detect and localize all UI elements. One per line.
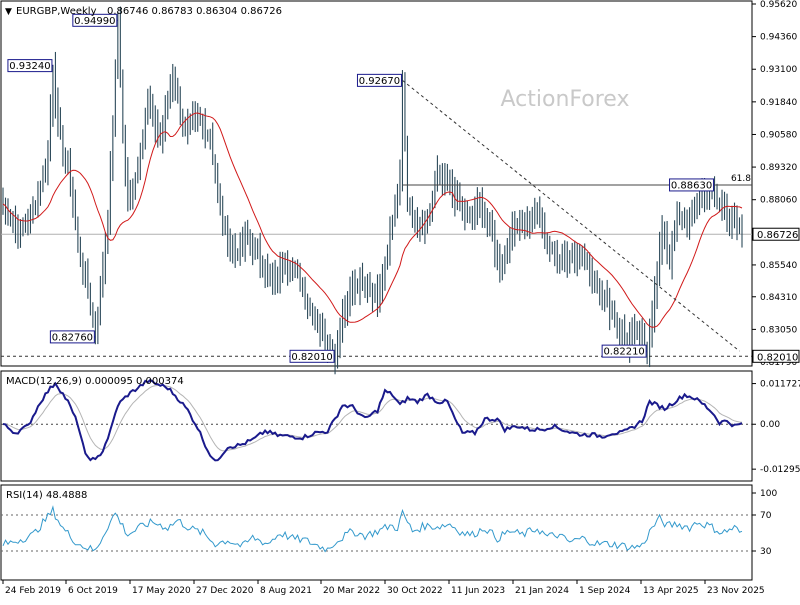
macd-panel-frame: [0, 370, 753, 482]
support-price-label: 0.82010: [757, 352, 798, 363]
price-bars: [2, 6, 743, 375]
x-axis-label: 30 Oct 2022: [387, 586, 443, 596]
price-annotations: 0.93240 0.94990 0.92670 0.82760 0.82010 0.822…: [7, 13, 715, 363]
moving-average-line: [2, 112, 743, 328]
x-axis-label: 1 Sep 2024: [579, 586, 631, 596]
x-axis-label: 27 Dec 2020: [196, 586, 254, 596]
x-axis-label: 24 Feb 2019: [5, 586, 61, 596]
macd-title: MACD(12,26,9) 0.000095 0.000374: [6, 376, 184, 387]
x-axis-label: 13 Apr 2025: [643, 586, 699, 596]
rsi-axis-label: 70: [760, 511, 772, 521]
annotation-label: 0.92670: [359, 76, 400, 87]
price-axis-label: 0.81790: [760, 358, 797, 368]
annotation-box: [289, 349, 335, 363]
price-panel-frame: [0, 0, 753, 367]
trend-dashed-line: [402, 79, 740, 352]
price-axis-label: 0.88060: [760, 196, 797, 206]
annotation-label: 0.82010: [291, 352, 332, 363]
rsi-line: [2, 505, 743, 553]
x-axis-label: 21 Jan 2024: [515, 586, 569, 596]
fib-61-8-label: 61.8: [731, 174, 751, 184]
price-ohlc-readout: 0.86746 0.86783 0.86304 0.86726: [107, 6, 282, 17]
price-axis-label: 0.91840: [760, 98, 797, 108]
annotation-box: [72, 13, 118, 27]
price-axis-label: 0.94360: [760, 33, 797, 43]
annotation-label: 0.93240: [9, 61, 50, 72]
price-axis-label: 0.95620: [760, 0, 797, 10]
annotation-box: [7, 59, 53, 73]
x-axis-label: 20 Mar 2022: [323, 586, 380, 596]
rsi-axis: 100 70 30: [752, 489, 777, 557]
macd-main-line: [2, 378, 743, 462]
x-axis-label: 17 May 2020: [132, 586, 191, 596]
annotation-box: [669, 178, 715, 192]
annotation-box: [356, 73, 402, 87]
price-axis: 0.95620 0.94360 0.93100 0.91840 0.90580 0.893…: [752, 0, 800, 368]
rsi-title: RSI(14) 48.4888: [6, 490, 87, 501]
current-price-label: 0.86726: [757, 230, 798, 241]
x-axis-label: 6 Oct 2019: [68, 586, 118, 596]
macd-axis-label: 0.011727: [760, 380, 800, 390]
price-axis-label: 0.89320: [760, 163, 797, 173]
x-axis-label: 8 Aug 2021: [260, 586, 312, 596]
price-axis-label: 0.85540: [760, 261, 797, 271]
annotation-box: [601, 344, 647, 358]
x-axis-label: 23 Nov 2025: [707, 586, 765, 596]
price-moving-average: [2, 112, 743, 328]
x-axis: 24 Feb 2019 6 Oct 2019 17 May 2020 27 Dec 2…: [2, 580, 765, 596]
price-axis-label: 0.83050: [760, 325, 797, 335]
current-price-box: [752, 227, 800, 241]
x-axis-label: 11 Jun 2023: [451, 586, 505, 596]
annotation-label: 0.94990: [74, 16, 115, 27]
annotation-label: 0.88630: [671, 180, 712, 191]
annotation-label: 0.82760: [52, 332, 93, 343]
watermark-text: ActionForex: [501, 87, 630, 112]
rsi-axis-label: 100: [760, 489, 777, 499]
price-title-marker: ▼: [5, 7, 12, 17]
price-axis-label: 0.84310: [760, 293, 797, 303]
price-axis-label: 0.93100: [760, 65, 797, 75]
rsi-lines: [1, 505, 752, 553]
price-title: EURGBP,Weekly: [16, 6, 97, 17]
macd-lines: [1, 378, 752, 462]
annotation-label: 0.82210: [603, 347, 644, 358]
support-price-box: [752, 349, 800, 363]
rsi-axis-label: 30: [760, 547, 772, 557]
annotation-box: [49, 330, 95, 344]
macd-axis-label: 0.00: [760, 420, 780, 430]
price-axis-label: 0.90580: [760, 130, 797, 140]
